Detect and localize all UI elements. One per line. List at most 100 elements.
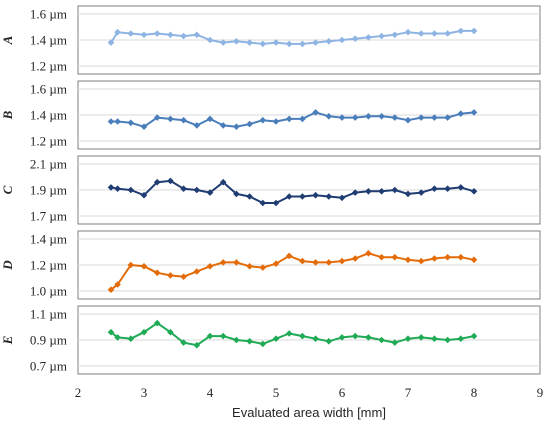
- data-point: [299, 193, 306, 200]
- data-point: [107, 328, 115, 336]
- y-tick-label: 1.1 µm: [30, 307, 67, 322]
- data-point: [285, 115, 293, 123]
- data-point: [114, 185, 121, 192]
- data-point: [206, 332, 214, 340]
- y-tick-label: 1.9 µm: [30, 183, 67, 198]
- data-point: [351, 114, 359, 121]
- data-point: [404, 190, 412, 198]
- data-point: [351, 189, 359, 196]
- data-point: [246, 263, 253, 270]
- data-point: [404, 335, 412, 342]
- data-point: [114, 334, 121, 341]
- series-line: [110, 252, 475, 291]
- data-point: [127, 261, 135, 269]
- data-point: [404, 116, 412, 124]
- x-tick-label: 2: [75, 385, 82, 400]
- data-point: [259, 340, 267, 348]
- data-point: [365, 250, 372, 257]
- data-point: [457, 27, 465, 35]
- data-point: [417, 114, 425, 121]
- data-point: [338, 334, 346, 341]
- panel-label: E: [0, 335, 15, 345]
- data-point: [470, 256, 478, 264]
- data-point: [259, 199, 267, 207]
- y-tick-label: 1.2 µm: [30, 59, 67, 74]
- data-point: [167, 177, 174, 185]
- data-point: [299, 257, 306, 265]
- y-tick-label: 0.7 µm: [30, 359, 67, 374]
- y-tick-label: 2.1 µm: [30, 157, 67, 172]
- data-point: [378, 336, 385, 344]
- data-point: [457, 253, 465, 261]
- data-point: [338, 36, 346, 44]
- data-point: [391, 31, 399, 39]
- data-point: [325, 113, 333, 120]
- data-point: [312, 39, 319, 46]
- data-point: [378, 188, 385, 195]
- data-point: [444, 185, 451, 192]
- data-point: [153, 30, 161, 37]
- data-point: [167, 328, 174, 336]
- panel-d: 1.0 µm 1.2 µm 1.4 µm D: [0, 230, 541, 300]
- data-point: [193, 268, 201, 275]
- data-point: [272, 199, 280, 207]
- y-tick-label: 1.0 µm: [30, 284, 67, 299]
- data-point: [180, 273, 187, 280]
- data-point: [246, 120, 253, 128]
- panel-a: 1.2 µm 1.4 µm 1.6 µm A: [0, 5, 541, 75]
- data-point: [325, 338, 333, 345]
- data-point: [114, 28, 121, 36]
- data-point: [140, 123, 148, 130]
- data-point: [107, 39, 115, 46]
- data-point: [140, 191, 148, 199]
- data-point: [219, 259, 227, 266]
- panel-label: D: [0, 260, 15, 271]
- data-point: [259, 116, 267, 124]
- data-point: [180, 339, 187, 346]
- data-point: [167, 115, 174, 123]
- data-point: [285, 193, 293, 200]
- data-point: [140, 31, 148, 39]
- data-point: [417, 30, 425, 37]
- data-point: [140, 263, 148, 270]
- panel-b: 1.2 µm 1.4 µm 1.6 µm B: [0, 80, 541, 150]
- data-point: [107, 286, 115, 293]
- data-point: [193, 186, 201, 194]
- data-point: [417, 257, 425, 265]
- data-point: [391, 253, 399, 261]
- data-point: [140, 328, 148, 336]
- data-point: [107, 118, 115, 125]
- data-point: [180, 32, 187, 40]
- panel-e: 0.7 µm 0.9 µm 1.1 µm E: [0, 305, 541, 375]
- data-point: [417, 189, 425, 196]
- y-tick-label: 1.7 µm: [30, 209, 67, 224]
- data-point: [272, 39, 280, 46]
- data-point: [127, 335, 135, 342]
- data-point: [457, 335, 465, 342]
- data-point: [365, 334, 372, 341]
- data-point: [259, 264, 267, 271]
- panel-label: A: [0, 35, 15, 45]
- data-point: [219, 332, 227, 340]
- y-tick-label: 1.4 µm: [30, 232, 67, 247]
- data-point: [431, 335, 438, 342]
- data-point: [457, 110, 465, 117]
- series-line: [110, 322, 475, 347]
- data-point: [193, 122, 201, 129]
- data-point: [233, 336, 240, 344]
- data-point: [365, 34, 372, 41]
- data-point: [470, 109, 478, 116]
- data-point: [312, 109, 319, 116]
- data-point: [153, 319, 161, 327]
- data-point: [417, 334, 425, 341]
- data-point: [312, 191, 319, 199]
- data-point: [444, 336, 451, 344]
- data-point: [325, 38, 333, 45]
- x-tick-label: 7: [405, 385, 412, 400]
- x-axis: 2 3 4 5 6 7 8 9: [75, 385, 544, 400]
- data-point: [233, 259, 240, 266]
- panel-label: B: [0, 110, 15, 120]
- data-point: [107, 184, 115, 191]
- data-point: [391, 186, 399, 194]
